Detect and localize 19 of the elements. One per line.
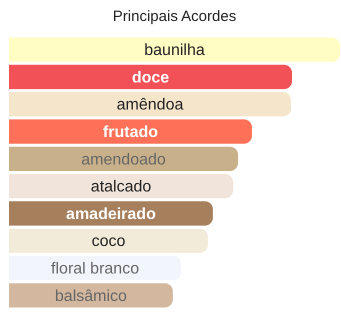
- y-tick-label: baunilha: [144, 42, 205, 60]
- y-tick-label: atalcado: [90, 178, 152, 196]
- bar: [9, 38, 340, 62]
- y-tick-label: frutado: [102, 124, 158, 141]
- bar: [9, 92, 292, 116]
- y-tick-label: floral branco: [51, 260, 140, 278]
- bar: [9, 283, 173, 308]
- bar: [9, 174, 234, 198]
- y-tick-label: coco: [92, 233, 126, 250]
- bar: [9, 119, 252, 144]
- chart-title: Principais Acordes: [112, 8, 236, 26]
- bar: [9, 146, 238, 171]
- y-tick-label: balsâmico: [54, 288, 128, 305]
- y-tick-label: amêndoa: [116, 96, 184, 114]
- y-tick-label: doce: [132, 69, 170, 86]
- y-tick-label: amadeirado: [66, 206, 156, 223]
- y-tick-label: amendoado: [81, 151, 166, 168]
- bar: [9, 64, 292, 90]
- bar: [9, 228, 208, 253]
